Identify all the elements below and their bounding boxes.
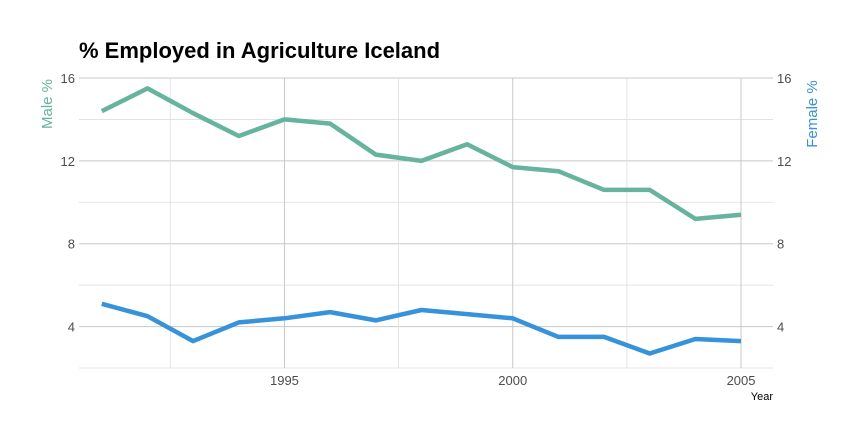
- y-axis-label-left: Male %: [39, 79, 56, 129]
- x-tick-label: 2005: [727, 373, 756, 388]
- y-tick-label-right: 8: [777, 237, 784, 252]
- series-line-male: [100, 86, 742, 222]
- y-tick-label-right: 16: [777, 71, 791, 86]
- tick-labels: 4 4 8 8 12 12 16 16 1995 2000 2005: [61, 71, 792, 388]
- x-axis-label: Year: [751, 391, 774, 403]
- series-line-female: [101, 301, 742, 356]
- series-lines: [100, 86, 742, 356]
- y-tick-label-right: 12: [777, 154, 791, 169]
- y-tick-label-left: 16: [61, 71, 75, 86]
- x-tick-label: 1995: [270, 373, 299, 388]
- y-tick-label-left: 12: [61, 154, 75, 169]
- y-axis-label-right: Female %: [804, 80, 821, 148]
- grid: [79, 77, 773, 369]
- x-tick-label: 2000: [498, 373, 527, 388]
- y-tick-label-left: 4: [68, 320, 75, 335]
- chart-title: % Employed in Agriculture Iceland: [79, 38, 440, 63]
- y-tick-label-left: 8: [68, 237, 75, 252]
- y-tick-label-right: 4: [777, 320, 784, 335]
